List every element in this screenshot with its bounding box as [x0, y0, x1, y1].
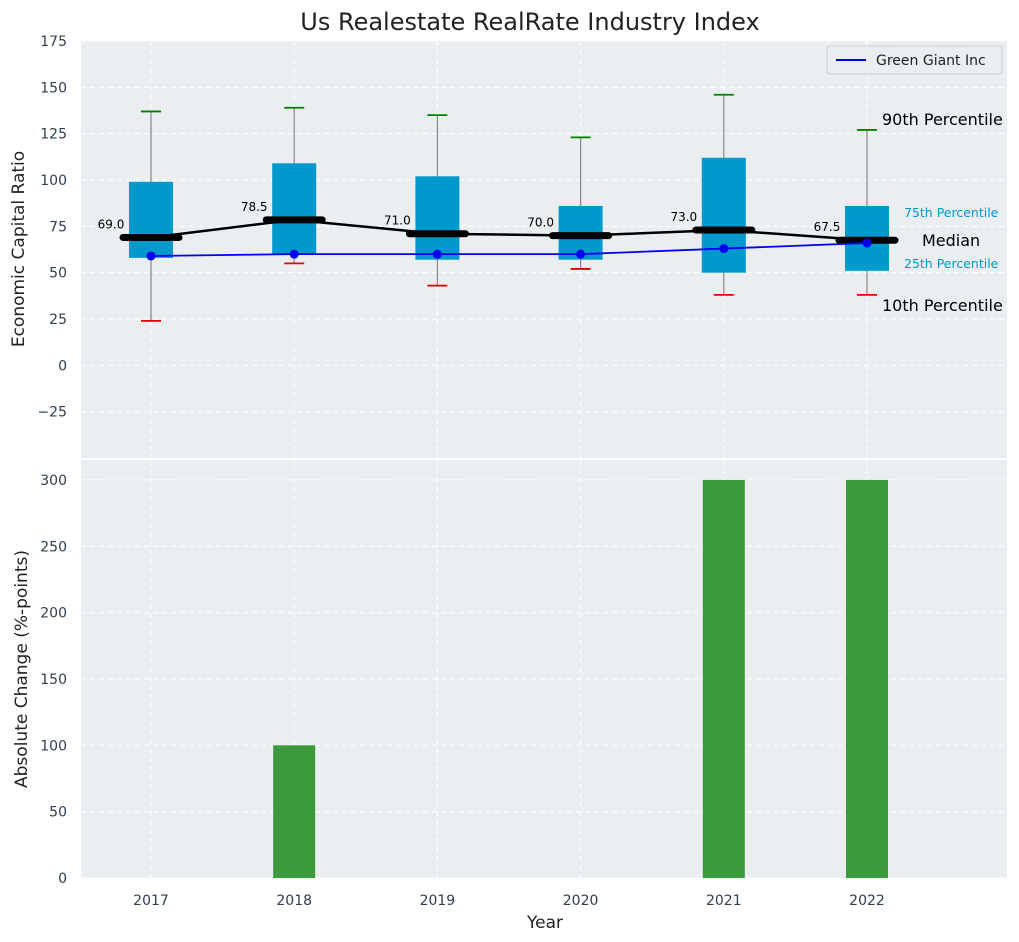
top-y-tick-label: 125 — [40, 127, 67, 143]
key-label-p75: 75th Percentile — [904, 205, 999, 220]
top-y-tick-label: 150 — [40, 80, 67, 96]
key-label-p90: 90th Percentile — [882, 110, 1003, 129]
key-label-p25: 25th Percentile — [904, 256, 999, 271]
key-label-p10: 10th Percentile — [882, 296, 1003, 315]
top-y-tick-label: 75 — [49, 219, 67, 235]
median-label-2020: 70.0 — [527, 216, 554, 230]
legend-entry: Green Giant Inc — [876, 53, 986, 69]
median-label-2022: 67.5 — [814, 220, 841, 234]
median-label-2021: 73.0 — [670, 210, 697, 224]
bottom-y-axis-label: Absolute Change (%-points) — [12, 550, 32, 788]
bottom-y-tick-label: 0 — [58, 871, 67, 887]
x-tick-label: 2022 — [849, 893, 885, 909]
bottom-y-tick-label: 250 — [40, 539, 67, 555]
box-2019 — [415, 176, 460, 260]
bottom-y-tick-label: 50 — [49, 805, 67, 821]
key-label-median: Median — [922, 231, 980, 250]
bar-2022 — [846, 479, 888, 878]
x-tick-label: 2020 — [563, 893, 599, 909]
box-2017 — [129, 181, 173, 258]
top-y-tick-label: 175 — [40, 34, 67, 50]
x-axis-label: Year — [526, 913, 563, 933]
x-tick-label: 2021 — [706, 893, 742, 909]
chart-title: Us Realestate RealRate Industry Index — [300, 8, 759, 36]
bar-2021 — [702, 479, 745, 878]
x-tick-label: 2019 — [420, 893, 456, 909]
series-point-2019 — [432, 249, 442, 259]
top-y-tick-label: 50 — [49, 266, 67, 282]
bar-2018 — [273, 745, 316, 878]
median-label-2019: 71.0 — [384, 214, 411, 228]
bottom-y-tick-label: 100 — [40, 738, 67, 754]
top-y-tick-label: 100 — [40, 173, 67, 189]
median-label-2018: 78.5 — [241, 200, 268, 214]
x-tick-label: 2018 — [276, 893, 312, 909]
legend: Green Giant Inc — [826, 45, 1003, 75]
bottom-y-tick-label: 300 — [40, 473, 67, 489]
median-label-2017: 69.0 — [98, 217, 125, 231]
x-tick-label: 2017 — [133, 893, 169, 909]
bottom-y-tick-label: 200 — [40, 606, 67, 622]
box-2021 — [701, 157, 746, 273]
series-point-2017 — [146, 251, 156, 261]
percentile-key: 90th Percentile 75th Percentile Median 2… — [882, 110, 1003, 315]
top-y-tick-label: 0 — [58, 358, 67, 374]
series-line — [150, 242, 868, 257]
bottom-y-tick-label: 150 — [40, 672, 67, 688]
top-y-tick-label: 25 — [49, 312, 67, 328]
series-point-2021 — [719, 244, 729, 254]
box-2018 — [272, 163, 317, 255]
series-point-2022 — [862, 238, 872, 248]
series-point-2018 — [289, 249, 299, 259]
top-y-axis-label: Economic Capital Ratio — [9, 151, 29, 347]
top-y-tick-label: −25 — [37, 405, 67, 421]
series-point-2020 — [576, 249, 586, 259]
